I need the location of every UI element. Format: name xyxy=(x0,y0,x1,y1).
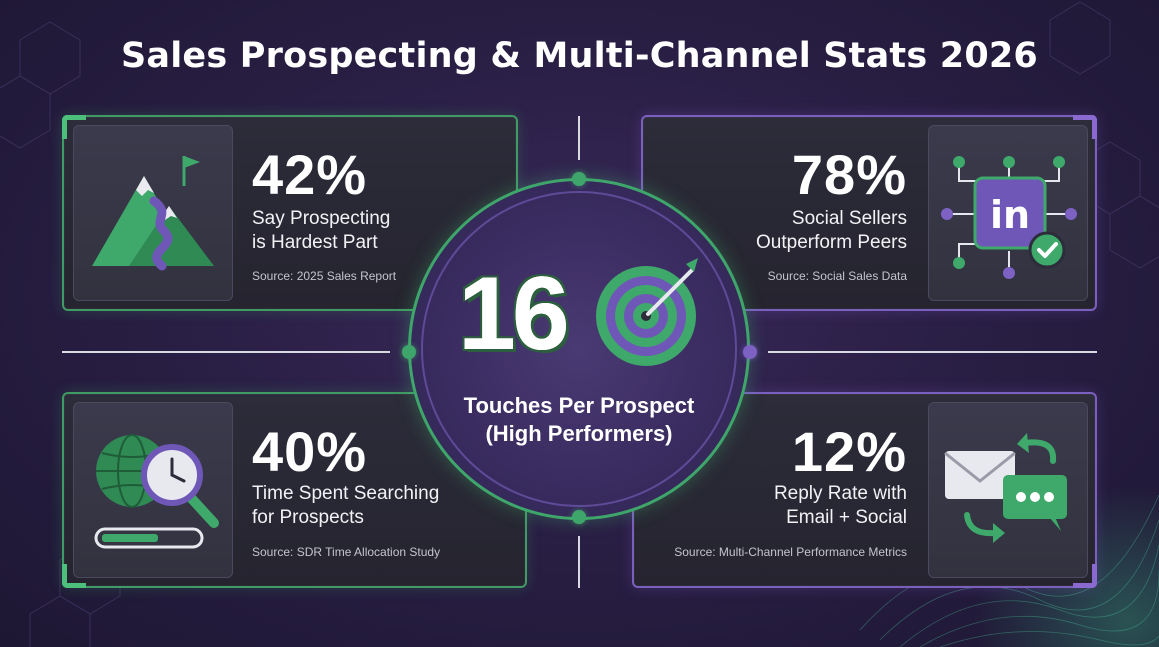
center-highlight-circle xyxy=(408,178,750,520)
center-stat-label: Touches Per Prospect (High Performers) xyxy=(430,392,728,448)
connector-dot-top xyxy=(572,172,586,186)
stat-source: Source: Multi-Channel Performance Metric… xyxy=(674,545,907,559)
divider-bottom xyxy=(578,536,580,588)
center-label-line2: (High Performers) xyxy=(485,421,673,446)
card-corner-accent xyxy=(1073,115,1097,139)
card-corner-accent xyxy=(1073,564,1097,588)
card-corner-accent xyxy=(62,564,86,588)
stat-label-line1: Reply Rate with xyxy=(773,483,907,504)
stat-source: Source: 2025 Sales Report xyxy=(252,269,397,283)
divider-right xyxy=(768,351,1097,353)
icon-panel xyxy=(928,402,1088,578)
center-stat-value: 16 xyxy=(458,256,570,372)
linkedin-logo-text: in xyxy=(990,193,1030,237)
stat-label-line2: Outperform Peers xyxy=(756,232,907,253)
card-corner-accent xyxy=(62,115,86,139)
divider-left xyxy=(62,351,390,353)
center-circle-inner-ring xyxy=(421,191,737,507)
stat-card-social: 78% Social Sellers Outperform Peers Sour… xyxy=(641,115,1097,311)
stat-label-line2: is Hardest Part xyxy=(252,232,378,253)
stat-label-line1: Time Spent Searching xyxy=(252,483,440,504)
icon-panel xyxy=(73,125,233,301)
center-label-line1: Touches Per Prospect xyxy=(463,393,695,418)
stat-source: Source: Social Sales Data xyxy=(767,269,907,283)
mountain-flag-icon xyxy=(92,156,214,271)
linkedin-network-icon: in xyxy=(941,156,1077,279)
connector-dot-right xyxy=(743,345,757,359)
divider-top xyxy=(578,116,580,160)
stat-source: Source: SDR Time Allocation Study xyxy=(252,545,441,559)
stat-label-line2: for Prospects xyxy=(252,507,364,528)
connector-dot-left xyxy=(402,345,416,359)
email-chat-exchange-icon xyxy=(944,433,1067,543)
stat-label-line1: Social Sellers xyxy=(791,208,907,229)
stat-value: 78% xyxy=(791,143,907,206)
stat-value: 40% xyxy=(252,420,368,483)
stat-label-line2: Email + Social xyxy=(786,507,907,528)
stat-value: 42% xyxy=(252,143,368,206)
globe-clock-search-icon xyxy=(94,434,219,549)
target-bullseye-icon xyxy=(596,258,698,366)
stat-card-searching: 40% Time Spent Searching for Prospects S… xyxy=(62,392,527,588)
page-title: Sales Prospecting & Multi-Channel Stats … xyxy=(121,36,1038,76)
icon-panel: in xyxy=(928,125,1088,301)
stat-label-line1: Say Prospecting xyxy=(252,208,391,229)
stat-value: 12% xyxy=(791,420,907,483)
icon-panel xyxy=(73,402,233,578)
connector-dot-bottom xyxy=(572,510,586,524)
